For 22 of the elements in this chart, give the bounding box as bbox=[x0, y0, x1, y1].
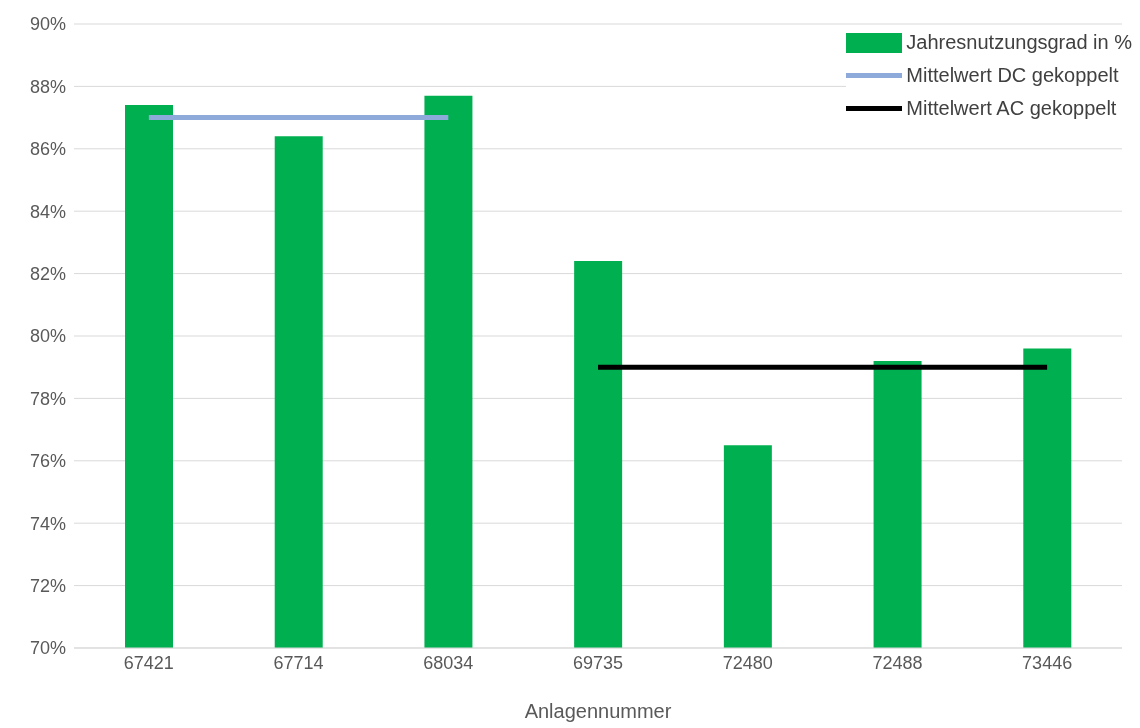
x-tick-label: 72480 bbox=[722, 652, 773, 673]
x-tick-label: 73446 bbox=[1022, 652, 1073, 673]
x-tick-label: 72488 bbox=[872, 652, 923, 673]
y-tick-label: 74% bbox=[29, 513, 66, 534]
y-tick-label: 76% bbox=[29, 451, 66, 472]
y-tick-label: 82% bbox=[29, 263, 66, 284]
legend-label: Mittelwert AC gekoppelt bbox=[906, 97, 1117, 120]
x-tick-label: 69735 bbox=[572, 652, 624, 673]
x-axis-title: Anlagennummer bbox=[524, 700, 672, 722]
x-tick-label: 67421 bbox=[123, 652, 174, 673]
y-tick-label: 90% bbox=[29, 14, 66, 35]
y-tick-label: 78% bbox=[29, 388, 66, 409]
legend-label: Mittelwert DC gekoppelt bbox=[906, 64, 1119, 87]
y-tick-label: 72% bbox=[29, 575, 66, 596]
y-tick-label: 80% bbox=[29, 326, 66, 347]
x-tick-label: 68034 bbox=[423, 652, 474, 673]
y-tick-label: 84% bbox=[29, 201, 66, 222]
y-tick-label: 86% bbox=[29, 139, 66, 160]
y-tick-label: 88% bbox=[29, 76, 66, 97]
legend-label: Jahresnutzungsgrad in % bbox=[906, 31, 1132, 54]
x-tick-label: 67714 bbox=[273, 652, 324, 673]
y-tick-label: 70% bbox=[29, 638, 66, 659]
